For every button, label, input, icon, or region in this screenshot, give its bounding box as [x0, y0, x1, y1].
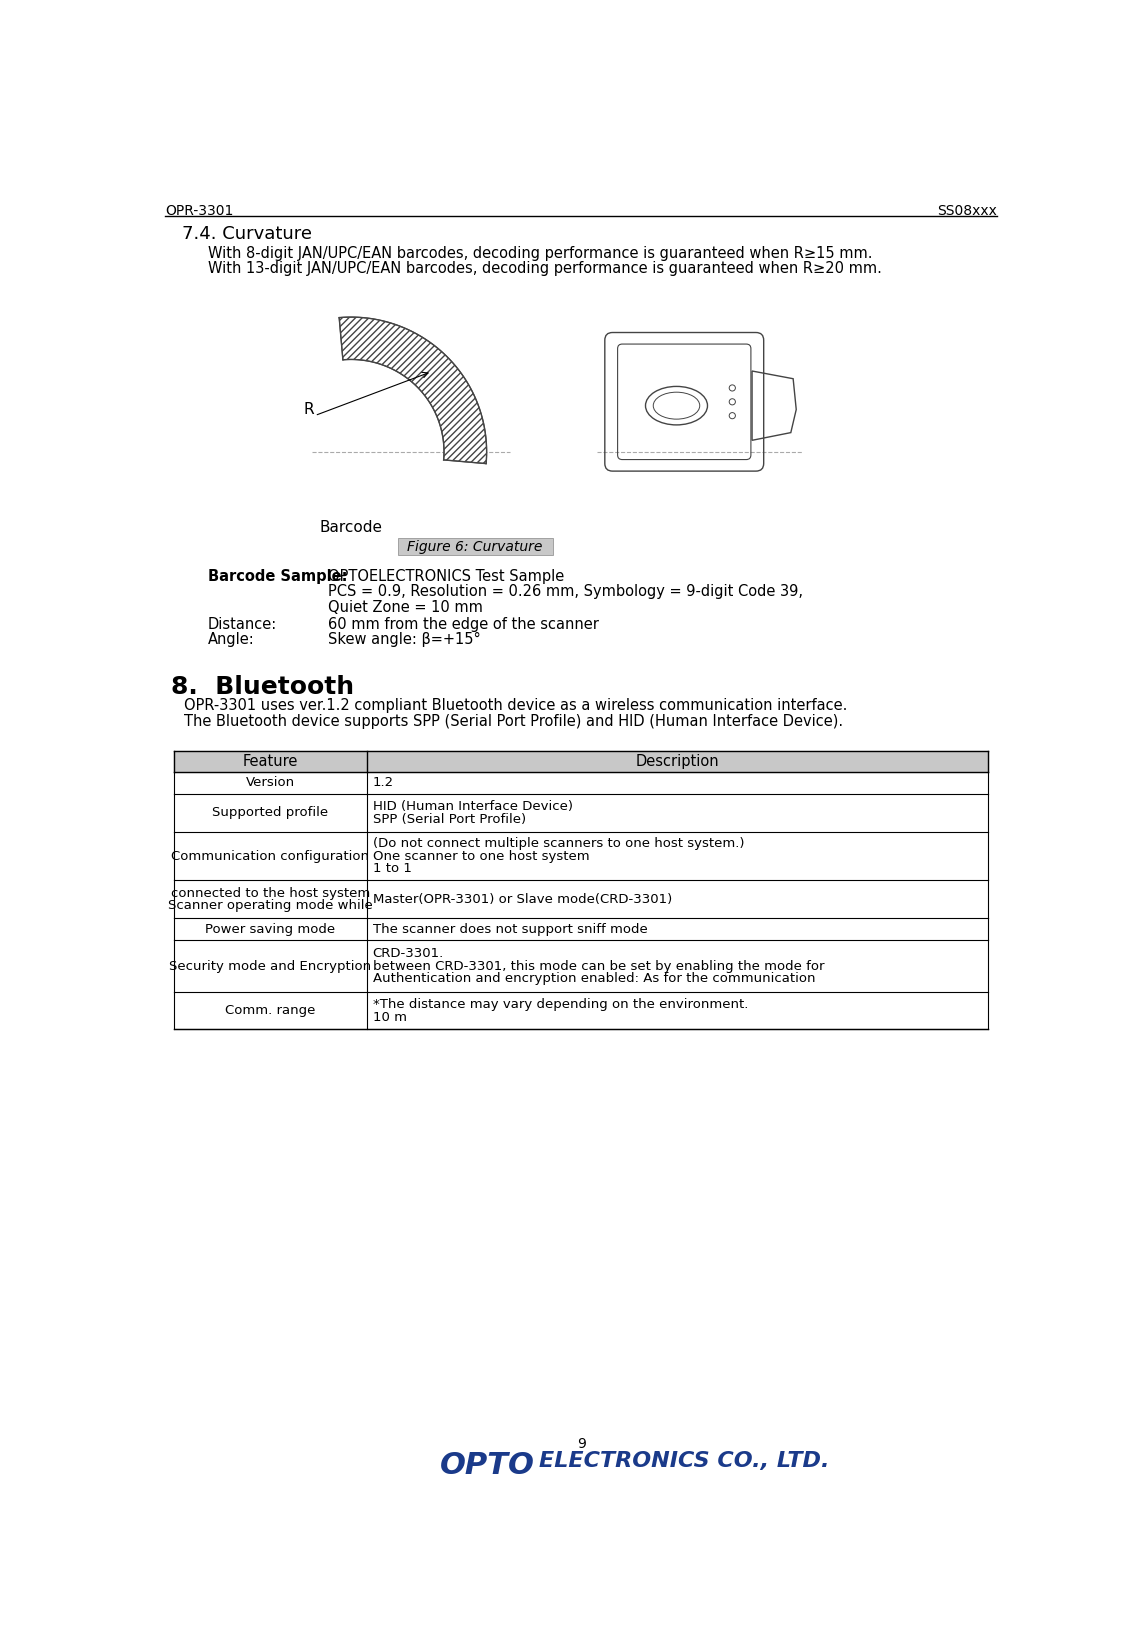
Text: With 13-digit JAN/UPC/EAN barcodes, decoding performance is guaranteed when R≥20: With 13-digit JAN/UPC/EAN barcodes, deco…	[208, 260, 881, 275]
Text: between CRD-3301, this mode can be set by enabling the mode for: between CRD-3301, this mode can be set b…	[373, 959, 824, 972]
Text: Description: Description	[635, 753, 719, 770]
Text: OPR-3301: OPR-3301	[166, 204, 234, 218]
Text: Communication configuration: Communication configuration	[171, 850, 370, 862]
Text: Distance:: Distance:	[208, 616, 277, 631]
Text: OPTOELECTRONICS Test Sample: OPTOELECTRONICS Test Sample	[328, 569, 564, 583]
Text: (Do not connect multiple scanners to one host system.): (Do not connect multiple scanners to one…	[373, 837, 744, 850]
Text: 60 mm from the edge of the scanner: 60 mm from the edge of the scanner	[328, 616, 599, 631]
Text: 10 m: 10 m	[373, 1010, 407, 1023]
Text: CRD-3301.: CRD-3301.	[373, 948, 443, 961]
Text: 1 to 1: 1 to 1	[373, 862, 412, 875]
Text: Barcode: Barcode	[320, 519, 382, 534]
Text: ELECTRONICS CO., LTD.: ELECTRONICS CO., LTD.	[539, 1452, 829, 1472]
Text: Comm. range: Comm. range	[226, 1004, 315, 1017]
Text: SPP (Serial Port Profile): SPP (Serial Port Profile)	[373, 812, 526, 826]
Text: Quiet Zone = 10 mm: Quiet Zone = 10 mm	[328, 600, 483, 615]
Text: 8.  Bluetooth: 8. Bluetooth	[171, 676, 354, 699]
Text: Authentication and encryption enabled: As for the communication: Authentication and encryption enabled: A…	[373, 972, 815, 986]
Text: The scanner does not support sniff mode: The scanner does not support sniff mode	[373, 923, 648, 936]
Text: Feature: Feature	[243, 753, 298, 770]
Text: The Bluetooth device supports SPP (Serial Port Profile) and HID (Human Interface: The Bluetooth device supports SPP (Seria…	[185, 714, 844, 728]
Text: Scanner operating mode while: Scanner operating mode while	[168, 898, 373, 911]
Text: With 8-digit JAN/UPC/EAN barcodes, decoding performance is guaranteed when R≥15 : With 8-digit JAN/UPC/EAN barcodes, decod…	[208, 246, 872, 260]
Text: HID (Human Interface Device): HID (Human Interface Device)	[373, 801, 573, 814]
Text: PCS = 0.9, Resolution = 0.26 mm, Symbology = 9-digit Code 39,: PCS = 0.9, Resolution = 0.26 mm, Symbolo…	[328, 585, 803, 600]
Text: Barcode Sample:: Barcode Sample:	[208, 569, 347, 583]
Text: One scanner to one host system: One scanner to one host system	[373, 850, 590, 862]
FancyBboxPatch shape	[398, 539, 552, 555]
Text: Angle:: Angle:	[208, 633, 254, 648]
Text: Security mode and Encryption: Security mode and Encryption	[169, 959, 372, 972]
Text: R: R	[303, 402, 314, 417]
Text: 7.4. Curvature: 7.4. Curvature	[183, 226, 312, 244]
Text: *The distance may vary depending on the environment.: *The distance may vary depending on the …	[373, 999, 748, 1012]
Text: 9: 9	[577, 1437, 585, 1452]
Text: OPR-3301 uses ver.1.2 compliant Bluetooth device as a wireless communication int: OPR-3301 uses ver.1.2 compliant Bluetoot…	[185, 699, 848, 714]
Text: SS08xxx: SS08xxx	[938, 204, 997, 218]
Text: connected to the host system: connected to the host system	[171, 887, 370, 900]
Text: Supported profile: Supported profile	[212, 806, 329, 819]
Polygon shape	[339, 316, 486, 463]
Text: 1.2: 1.2	[373, 776, 393, 789]
Text: OPTO: OPTO	[440, 1452, 534, 1480]
Text: Version: Version	[246, 776, 295, 789]
Text: Skew angle: β=+15°: Skew angle: β=+15°	[328, 633, 481, 648]
Text: Power saving mode: Power saving mode	[205, 923, 336, 936]
Text: Master(OPR-3301) or Slave mode(CRD-3301): Master(OPR-3301) or Slave mode(CRD-3301)	[373, 893, 672, 906]
Text: Figure 6: Curvature: Figure 6: Curvature	[407, 539, 543, 554]
